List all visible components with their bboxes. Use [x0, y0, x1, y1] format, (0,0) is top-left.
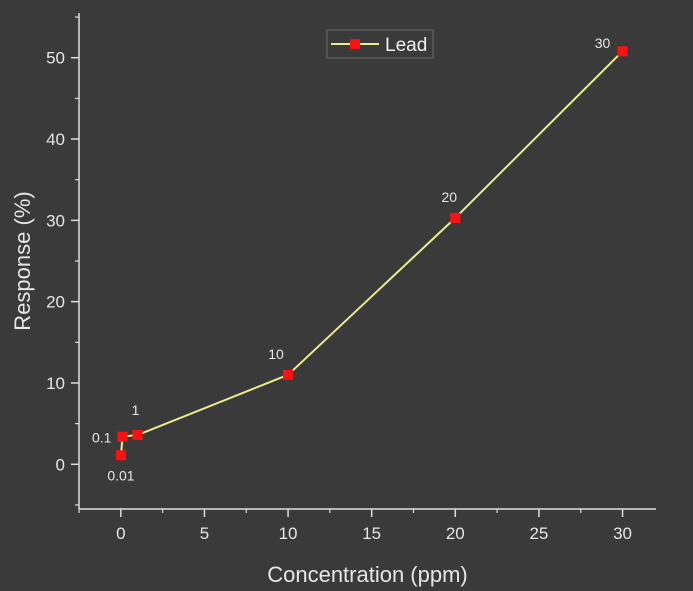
series-layer: 0.01 0.1 1 10 20 30 — [92, 35, 628, 483]
legend-label: Lead — [385, 35, 427, 56]
y-tick-label: 50 — [46, 49, 65, 68]
legend: Lead — [326, 29, 434, 59]
series-line-lead — [120, 50, 624, 456]
data-point-label: 10 — [268, 346, 284, 362]
x-tick-label: 20 — [446, 524, 465, 543]
y-tick-label: 20 — [46, 293, 65, 312]
x-tick-label: 30 — [613, 524, 632, 543]
x-axis-title: Concentration (ppm) — [267, 562, 468, 587]
data-point-marker — [132, 430, 143, 441]
data-point-label: 0.01 — [107, 467, 134, 483]
x-tick-label: 0 — [116, 524, 125, 543]
data-point-marker — [450, 212, 461, 223]
data-point-marker — [617, 46, 628, 57]
data-point-marker — [115, 450, 126, 461]
data-point-label: 0.1 — [92, 430, 112, 446]
legend-box — [326, 29, 434, 59]
x-tick-label: 5 — [200, 524, 209, 543]
y-tick-label: 10 — [46, 374, 65, 393]
x-tick-label: 15 — [362, 524, 381, 543]
data-point-label: 20 — [442, 189, 458, 205]
data-point-label: 1 — [132, 402, 140, 418]
y-tick-label: 0 — [56, 455, 65, 474]
y-tick-label: 40 — [46, 130, 65, 149]
data-point-marker — [283, 369, 294, 380]
x-tick-label: 25 — [529, 524, 548, 543]
axes — [78, 13, 656, 510]
data-point-marker — [117, 431, 128, 442]
data-point-label: 30 — [595, 35, 611, 51]
ticks: 0 5 10 15 20 25 30 0 10 20 30 40 50 — [46, 16, 632, 543]
legend-marker-sample — [350, 39, 360, 49]
x-tick-label: 10 — [279, 524, 298, 543]
y-axis-title: Response (%) — [10, 191, 35, 330]
y-tick-label: 30 — [46, 211, 65, 230]
